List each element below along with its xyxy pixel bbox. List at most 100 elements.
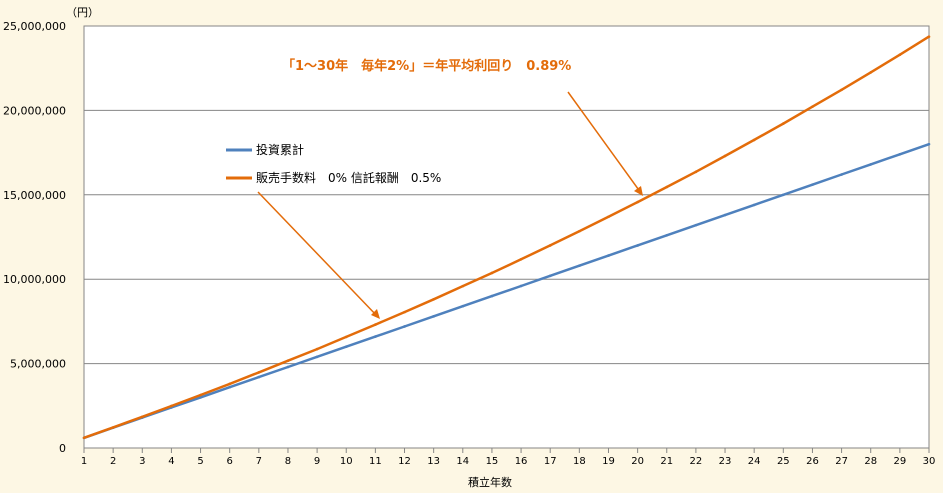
- x-tick-label: 23: [719, 456, 732, 467]
- annotation-text: 「1～30年 毎年2%」＝年平均利回り 0.89%: [282, 58, 571, 74]
- data-point: [607, 254, 610, 257]
- data-point: [898, 53, 902, 56]
- y-tick-label: 0: [59, 442, 66, 455]
- data-point: [82, 436, 86, 440]
- data-point: [636, 200, 639, 204]
- data-point: [811, 183, 814, 186]
- data-point: [723, 213, 727, 217]
- x-tick-label: 21: [660, 456, 673, 467]
- data-point: [607, 215, 610, 219]
- x-tick-label: 2: [110, 456, 116, 467]
- data-point: [927, 142, 931, 146]
- data-point: [782, 122, 785, 125]
- data-point: [811, 105, 814, 108]
- data-point: [344, 335, 348, 339]
- x-tick-label: 8: [285, 456, 291, 467]
- x-tick-label: 27: [835, 456, 848, 467]
- legend: 投資累計 販売手数料 0% 信託報酬 0.5%: [226, 142, 441, 185]
- data-point: [548, 274, 552, 278]
- y-tick-label: 20,000,000: [3, 104, 66, 117]
- data-point: [111, 426, 115, 429]
- x-tick-label: 25: [777, 456, 790, 467]
- data-point: [548, 244, 552, 247]
- x-tick-label: 26: [806, 456, 819, 467]
- x-tick-label: 29: [893, 456, 906, 467]
- legend-label-investment: 投資累計: [256, 142, 304, 157]
- x-axis-label: 積立年数: [468, 475, 512, 489]
- annotation-arrow-upper: [567, 91, 642, 194]
- data-point: [403, 310, 406, 314]
- data-point: [403, 325, 406, 328]
- data-point: [490, 294, 494, 298]
- x-tick-label: 19: [602, 456, 615, 467]
- y-tick-label: 15,000,000: [3, 189, 66, 202]
- x-tick-label: 13: [427, 456, 440, 467]
- data-point: [869, 163, 873, 166]
- data-point: [898, 152, 902, 156]
- data-point: [140, 415, 144, 419]
- x-tick-label: 17: [544, 456, 557, 467]
- x-tick-label: 9: [314, 456, 320, 467]
- series-lines: [82, 35, 931, 440]
- data-point: [578, 229, 581, 233]
- x-tick-label: 5: [197, 456, 203, 467]
- y-tick-label: 10,000,000: [3, 273, 66, 286]
- x-tick-label: 10: [340, 456, 353, 467]
- x-tick-label: 6: [227, 456, 233, 467]
- x-tick-label: 22: [690, 456, 703, 467]
- x-tick-label: 11: [369, 456, 382, 467]
- data-point: [840, 173, 843, 176]
- data-point: [694, 223, 698, 227]
- y-axis: 0 5,000,000 10,000,000 15,000,000 20,000,000…: [3, 20, 66, 455]
- data-point: [257, 375, 261, 379]
- legend-label-fund: 販売手数料 0% 信託報酬 0.5%: [256, 170, 441, 185]
- data-point: [257, 371, 261, 374]
- x-tick-label: 18: [573, 456, 586, 467]
- data-point: [286, 365, 290, 369]
- data-point: [927, 35, 931, 38]
- data-point: [490, 271, 494, 275]
- data-point: [374, 323, 377, 326]
- x-tick-label: 16: [515, 456, 528, 467]
- data-point: [170, 404, 173, 408]
- data-point: [636, 244, 639, 247]
- series-line-1: [83, 35, 930, 439]
- data-point: [286, 359, 290, 363]
- x-tick-label: 4: [168, 456, 174, 467]
- x-axis: 1 2 3 4 5 6 7 8 9 10 11 12 13 14 15 16 17 18 19 20 21 22 23 24 2…: [81, 448, 936, 467]
- x-tick-label: 3: [139, 456, 145, 467]
- series-line-0: [83, 143, 930, 440]
- x-tick-label: 14: [456, 456, 469, 467]
- x-tick-label: 1: [81, 456, 87, 467]
- x-tick-label: 15: [486, 456, 499, 467]
- data-point: [694, 170, 698, 174]
- x-tick-label: 30: [923, 456, 936, 467]
- data-point: [315, 355, 319, 359]
- data-point: [432, 297, 435, 301]
- data-point: [199, 396, 202, 399]
- x-tick-label: 12: [398, 456, 411, 467]
- y-tick-label: 5,000,000: [10, 358, 66, 371]
- data-point: [869, 71, 873, 74]
- x-tick-label: 7: [256, 456, 262, 467]
- data-point: [374, 335, 377, 338]
- data-point: [723, 154, 727, 158]
- data-point: [578, 264, 581, 267]
- data-point: [782, 193, 785, 197]
- data-point: [315, 347, 319, 351]
- annotation-arrowhead-upper: [634, 186, 643, 196]
- x-tick-label: 28: [864, 456, 877, 467]
- data-point: [228, 382, 231, 386]
- annotation-arrow-lower: [257, 191, 379, 318]
- data-point: [432, 315, 435, 318]
- x-tick-label: 20: [631, 456, 644, 467]
- data-point: [199, 393, 202, 397]
- y-unit-label: （円）: [66, 6, 99, 19]
- annotation-arrows: [257, 91, 643, 319]
- data-point: [344, 345, 348, 349]
- data-point: [228, 385, 231, 389]
- data-point: [752, 203, 756, 207]
- annotation-arrowhead-lower: [371, 309, 380, 319]
